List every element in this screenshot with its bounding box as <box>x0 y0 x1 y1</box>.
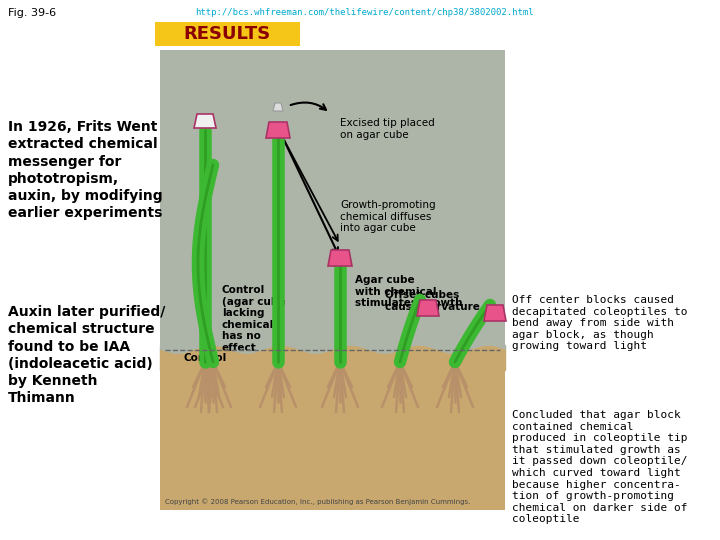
Text: In 1926, Frits Went
extracted chemical
messenger for
phototropism,
auxin, by mod: In 1926, Frits Went extracted chemical m… <box>8 120 163 220</box>
FancyBboxPatch shape <box>155 22 300 46</box>
FancyBboxPatch shape <box>160 50 505 510</box>
Text: http://bcs.whfreeman.com/thelifewire/content/chp38/3802002.html: http://bcs.whfreeman.com/thelifewire/con… <box>195 8 534 17</box>
Polygon shape <box>417 300 439 316</box>
Text: Auxin later purified/
chemical structure
found to be IAA
(indoleacetic acid)
by : Auxin later purified/ chemical structure… <box>8 305 166 406</box>
Polygon shape <box>266 122 290 138</box>
FancyBboxPatch shape <box>160 350 505 510</box>
Text: Excised tip placed
on agar cube: Excised tip placed on agar cube <box>340 118 435 140</box>
Polygon shape <box>328 250 352 266</box>
Polygon shape <box>194 114 216 128</box>
Text: Copyright © 2008 Pearson Education, Inc., publishing as Pearson Benjamin Cumming: Copyright © 2008 Pearson Education, Inc.… <box>165 498 470 505</box>
Text: Offset cubes
cause curvature: Offset cubes cause curvature <box>385 290 480 312</box>
Text: Control
(agar cube
lacking
chemical)
has no
effect: Control (agar cube lacking chemical) has… <box>222 285 286 353</box>
Text: Control: Control <box>183 353 226 363</box>
Text: Off center blocks caused
decapitated coleoptiles to
bend away from side with
aga: Off center blocks caused decapitated col… <box>512 295 688 352</box>
Text: Agar cube
with chemical
stimulates growth: Agar cube with chemical stimulates growt… <box>355 275 462 308</box>
Text: RESULTS: RESULTS <box>184 25 271 43</box>
Text: Concluded that agar block
contained chemical
produced in coleoptile tip
that sti: Concluded that agar block contained chem… <box>512 410 688 524</box>
Polygon shape <box>484 305 506 321</box>
Text: Growth-promoting
chemical diffuses
into agar cube: Growth-promoting chemical diffuses into … <box>340 200 436 233</box>
Polygon shape <box>273 103 283 111</box>
Text: Fig. 39-6: Fig. 39-6 <box>8 8 56 18</box>
